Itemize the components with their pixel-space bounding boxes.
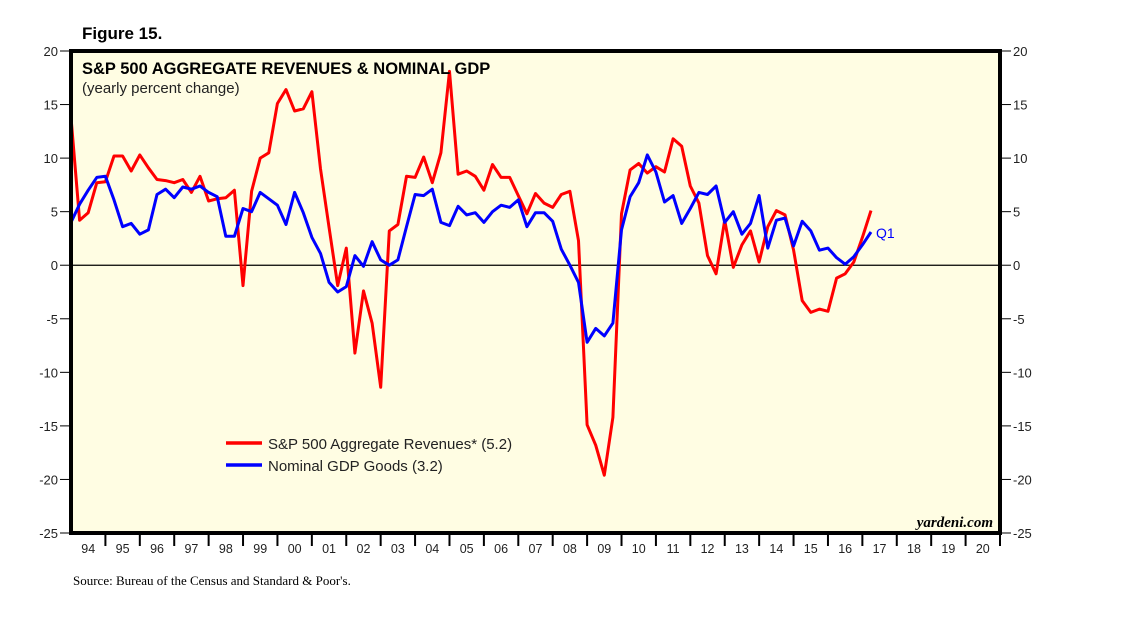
y-tick-label-left: 0 bbox=[51, 258, 58, 273]
x-tick-label: 99 bbox=[253, 542, 267, 556]
x-tick-label: 01 bbox=[322, 542, 336, 556]
y-tick-label-left: -20 bbox=[39, 472, 58, 487]
x-tick-label: 17 bbox=[873, 542, 887, 556]
x-tick-label: 19 bbox=[941, 542, 955, 556]
yardeni-watermark: yardeni.com bbox=[915, 515, 993, 531]
y-tick-label-left: -15 bbox=[39, 419, 58, 434]
x-tick-label: 07 bbox=[529, 542, 543, 556]
y-tick-label-left: 15 bbox=[44, 98, 58, 113]
y-tick-label-right: 0 bbox=[1013, 258, 1020, 273]
x-tick-label: 18 bbox=[907, 542, 921, 556]
y-tick-label-left: -5 bbox=[46, 312, 58, 327]
x-tick-label: 05 bbox=[460, 542, 474, 556]
y-tick-label-right: 5 bbox=[1013, 205, 1020, 220]
x-tick-label: 04 bbox=[425, 542, 439, 556]
source-note: Source: Bureau of the Census and Standar… bbox=[73, 573, 351, 588]
x-tick-label: 11 bbox=[667, 542, 680, 556]
y-tick-label-left: -10 bbox=[39, 365, 58, 380]
legend-label-gdp: Nominal GDP Goods (3.2) bbox=[268, 458, 443, 475]
x-tick-label: 03 bbox=[391, 542, 405, 556]
y-tick-label-left: 5 bbox=[51, 205, 58, 220]
chart-title: S&P 500 AGGREGATE REVENUES & NOMINAL GDP bbox=[82, 60, 490, 78]
y-tick-label-right: 15 bbox=[1013, 98, 1027, 113]
y-tick-label-right: -20 bbox=[1013, 472, 1032, 487]
end-annotation-q1: Q1 bbox=[876, 225, 895, 241]
chart-subtitle: (yearly percent change) bbox=[82, 80, 240, 97]
x-tick-label: 95 bbox=[116, 542, 130, 556]
x-tick-label: 94 bbox=[81, 542, 95, 556]
legend: S&P 500 Aggregate Revenues* (5.2) Nomina… bbox=[226, 436, 512, 475]
x-tick-label: 98 bbox=[219, 542, 233, 556]
plot-frame bbox=[69, 49, 1002, 535]
y-tick-label-right: -5 bbox=[1013, 312, 1025, 327]
y-tick-label-right: 10 bbox=[1013, 151, 1027, 166]
x-tick-label: 15 bbox=[804, 542, 818, 556]
y-tick-label-right: -25 bbox=[1013, 526, 1032, 541]
x-tick-label: 00 bbox=[288, 542, 302, 556]
x-tick-label: 16 bbox=[838, 542, 852, 556]
figure-label: Figure 15. bbox=[82, 24, 162, 43]
y-tick-label-right: -15 bbox=[1013, 419, 1032, 434]
x-tick-label: 13 bbox=[735, 542, 749, 556]
y-tick-label-left: -25 bbox=[39, 526, 58, 541]
x-tick-label: 12 bbox=[701, 542, 715, 556]
legend-label-revenues: S&P 500 Aggregate Revenues* (5.2) bbox=[268, 436, 512, 453]
y-tick-label-right: -10 bbox=[1013, 365, 1032, 380]
y-tick-label-right: 20 bbox=[1013, 44, 1027, 59]
x-tick-label: 08 bbox=[563, 542, 577, 556]
x-tick-label: 97 bbox=[184, 542, 198, 556]
x-tick-label: 14 bbox=[769, 542, 783, 556]
x-tick-label: 09 bbox=[597, 542, 611, 556]
x-tick-label: 10 bbox=[632, 542, 646, 556]
x-tick-label: 02 bbox=[357, 542, 371, 556]
x-tick-label: 96 bbox=[150, 542, 164, 556]
x-tick-label: 06 bbox=[494, 542, 508, 556]
y-tick-label-left: 10 bbox=[44, 151, 58, 166]
plot-background bbox=[71, 51, 1000, 533]
x-tick-label: 20 bbox=[976, 542, 990, 556]
y-tick-label-left: 20 bbox=[44, 44, 58, 59]
series-line-nominal-gdp-goods bbox=[69, 153, 873, 344]
